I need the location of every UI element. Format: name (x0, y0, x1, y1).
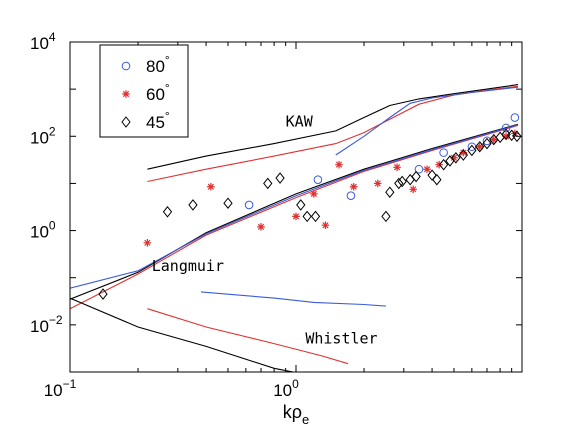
curve-whistler-6 (200, 291, 386, 307)
data-point-diamond-8 (310, 210, 321, 223)
curve-langmuir-3 (70, 123, 519, 300)
data-point-diamond-28 (512, 130, 522, 143)
legend-label: 60° (146, 81, 170, 104)
data-point-circle-3 (414, 164, 424, 174)
curve-whistler-8 (70, 297, 294, 372)
data-point-star-15 (475, 142, 484, 151)
axis-ticks: 10−1 100 10−2 100 102 104 (30, 30, 522, 400)
legend-marker-star (122, 90, 130, 98)
data-point-diamond-21 (467, 144, 477, 157)
data-point-star-2 (257, 223, 265, 231)
data-point-circle-7 (501, 123, 511, 133)
data-points (98, 113, 522, 300)
data-point-star-5 (321, 221, 330, 229)
data-point-circle-8 (510, 113, 520, 122)
x-tick-label: 10−1 (44, 377, 77, 400)
data-point-diamond-7 (302, 210, 312, 223)
data-point-diamond-26 (501, 128, 511, 141)
data-point-circle-4 (439, 148, 448, 157)
data-point-diamond-5 (275, 172, 285, 184)
data-point-star-17 (502, 132, 510, 141)
data-point-star-3 (292, 212, 300, 221)
annotation-langmuir: Langmuir (152, 257, 224, 275)
data-point-diamond-17 (438, 158, 449, 171)
data-point-star-16 (489, 135, 498, 144)
legend-marker-circle (121, 61, 131, 71)
data-point-diamond-14 (411, 170, 421, 183)
data-point-star-0 (143, 239, 152, 247)
x-tick-label: 100 (273, 377, 299, 400)
data-point-diamond-16 (432, 173, 442, 186)
y-tick-label: 102 (30, 124, 56, 147)
data-point-diamond-9 (381, 210, 391, 223)
data-point-star-1 (207, 182, 215, 191)
data-point-diamond-6 (296, 199, 306, 211)
annotation-kaw: KAW (286, 113, 314, 131)
data-point-diamond-20 (458, 149, 468, 161)
data-point-diamond-23 (482, 137, 492, 150)
data-point-star-11 (423, 165, 431, 174)
data-point-circle-1 (313, 175, 323, 184)
data-point-diamond-22 (475, 140, 485, 153)
legend-box (99, 44, 189, 138)
data-point-diamond-0 (98, 288, 108, 300)
data-point-circle-0 (244, 200, 254, 210)
curve-annotations: KAW Langmuir Whistler (152, 113, 378, 348)
curve-langmuir-4 (70, 124, 519, 310)
data-point-star-6 (335, 160, 343, 169)
legend: 80° 60° 45° (99, 44, 189, 138)
data-point-diamond-3 (223, 197, 233, 210)
data-point-circle-2 (346, 191, 356, 200)
y-tick-label: 10−2 (30, 313, 63, 336)
annotation-whistler: Whistler (305, 330, 377, 348)
legend-label: 45° (146, 109, 170, 132)
legend-label: 80° (146, 53, 170, 76)
data-point-star-4 (310, 190, 318, 198)
curve-whistler-7 (147, 308, 349, 365)
data-point-diamond-12 (397, 175, 407, 188)
data-point-diamond-4 (263, 177, 273, 190)
data-point-star-8 (373, 179, 382, 188)
data-point-diamond-19 (451, 151, 461, 164)
data-point-star-13 (450, 153, 458, 162)
data-point-star-10 (409, 185, 417, 194)
data-point-star-7 (349, 182, 358, 191)
data-point-star-14 (459, 148, 468, 157)
model-curves (70, 84, 519, 372)
data-point-diamond-15 (427, 169, 437, 181)
data-point-diamond-27 (507, 129, 517, 142)
curve-kaw-2 (335, 86, 519, 156)
data-point-diamond-10 (385, 186, 395, 199)
curve-kaw-1 (147, 85, 519, 183)
data-point-star-9 (393, 163, 401, 172)
curve-kaw-0 (147, 84, 519, 170)
y-tick-label: 104 (30, 30, 56, 53)
x-axis-label: kρe (283, 402, 309, 427)
data-point-diamond-1 (162, 206, 173, 218)
data-point-diamond-11 (394, 177, 404, 190)
data-point-diamond-2 (188, 199, 198, 211)
y-tick-label: 100 (30, 219, 56, 242)
legend-marker-diamond (121, 116, 131, 128)
curve-langmuir-5 (70, 124, 519, 289)
